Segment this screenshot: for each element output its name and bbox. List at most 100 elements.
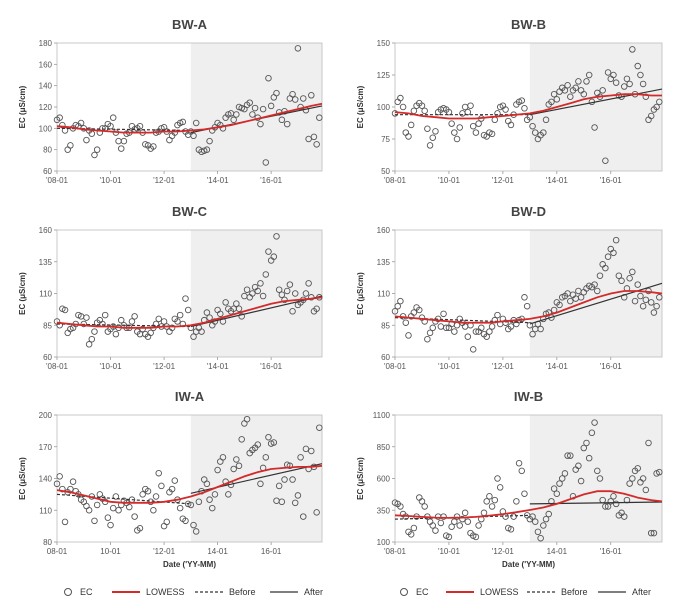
ec-point bbox=[233, 456, 240, 463]
ec-point bbox=[639, 80, 647, 88]
ec-point bbox=[115, 137, 122, 145]
ec-point bbox=[289, 90, 296, 98]
x-tick-label: '16-01 bbox=[600, 176, 623, 185]
ec-point bbox=[629, 46, 636, 53]
ec-point bbox=[302, 290, 310, 297]
x-tick-label: 16-01 bbox=[261, 547, 282, 556]
ec-point bbox=[502, 106, 509, 113]
ec-point bbox=[478, 324, 485, 332]
panel-title: BW-C bbox=[172, 204, 208, 219]
y-tick-label: 350 bbox=[377, 506, 391, 515]
ec-point bbox=[139, 325, 146, 333]
ec-point bbox=[448, 120, 455, 127]
y-tick-label: 60 bbox=[43, 353, 52, 362]
ec-point bbox=[273, 233, 280, 240]
ec-point bbox=[211, 491, 219, 498]
ec-point bbox=[429, 522, 437, 529]
ec-point bbox=[580, 90, 588, 98]
ec-point bbox=[168, 485, 176, 493]
ec-point bbox=[217, 310, 224, 318]
ec-point bbox=[243, 415, 251, 423]
ec-point bbox=[107, 122, 114, 130]
ec-point bbox=[120, 137, 128, 145]
ec-point bbox=[249, 290, 256, 297]
ec-point bbox=[112, 330, 120, 338]
panel-title: BW-B bbox=[511, 17, 546, 32]
ec-point bbox=[313, 305, 320, 312]
legend-ec-marker-2 bbox=[400, 588, 408, 596]
ec-point bbox=[235, 305, 243, 312]
ec-point bbox=[483, 498, 490, 505]
ec-point bbox=[80, 320, 88, 328]
legend-ec: EC bbox=[62, 584, 93, 600]
ec-point bbox=[602, 503, 609, 510]
ec-point bbox=[572, 84, 579, 92]
y-tick-label: 60 bbox=[43, 167, 52, 176]
lowess-line bbox=[394, 93, 662, 120]
ec-point bbox=[192, 528, 200, 535]
y-axis-label: EC (μS/cm) bbox=[356, 85, 365, 128]
ec-point bbox=[437, 323, 445, 330]
panel-iw-a: IW-A 80 110 140 170 200 08-01 10-01 '12-01 14-01 1… bbox=[18, 389, 323, 569]
ec-point bbox=[488, 323, 496, 330]
ec-point bbox=[575, 78, 582, 85]
ec-point bbox=[225, 491, 232, 498]
x-tick-label: '10-01 bbox=[438, 362, 461, 371]
ec-point bbox=[604, 253, 612, 260]
ec-point bbox=[281, 296, 288, 304]
ec-point bbox=[486, 328, 493, 335]
ec-point bbox=[567, 297, 574, 305]
ec-point bbox=[480, 509, 488, 517]
ec-point bbox=[254, 287, 262, 295]
ec-point bbox=[507, 323, 515, 330]
ec-point bbox=[567, 452, 574, 459]
panel-bw-c: BW-C 60 85 110 135 160 '08-01 '10-01 '12-01 '14-0… bbox=[18, 204, 323, 371]
legend-before-line-2 bbox=[527, 591, 555, 593]
ec-point bbox=[461, 509, 469, 517]
ec-point bbox=[222, 299, 229, 306]
ec-point bbox=[397, 297, 404, 305]
legend-ec-2: EC bbox=[398, 584, 429, 600]
ec-point bbox=[139, 491, 146, 498]
ec-point bbox=[291, 290, 299, 297]
x-tick-label: '08-01 bbox=[46, 176, 69, 185]
ec-point bbox=[109, 114, 117, 121]
legend-before-label-2: Before bbox=[561, 587, 588, 597]
ec-point bbox=[461, 323, 469, 330]
ec-point bbox=[577, 477, 585, 485]
ec-point bbox=[275, 482, 283, 490]
ec-point bbox=[451, 328, 458, 335]
legend-before-label: Before bbox=[229, 587, 256, 597]
y-tick-label: 150 bbox=[377, 39, 391, 48]
ec-point bbox=[556, 301, 563, 309]
ec-point bbox=[416, 494, 423, 501]
ec-point bbox=[410, 309, 418, 316]
ec-point bbox=[313, 509, 320, 516]
ec-point bbox=[152, 493, 160, 500]
ec-point bbox=[456, 315, 463, 323]
ec-point bbox=[283, 120, 291, 128]
ec-point bbox=[612, 236, 620, 244]
ec-point bbox=[486, 493, 493, 500]
x-tick-label: '12-01 bbox=[153, 362, 176, 371]
ec-point bbox=[85, 507, 93, 514]
ec-point bbox=[136, 122, 144, 130]
ec-point bbox=[494, 311, 501, 319]
y-tick-label: 50 bbox=[381, 167, 390, 176]
legend-ec-marker bbox=[64, 588, 72, 596]
after-period-shade bbox=[190, 43, 322, 171]
ec-point bbox=[607, 498, 615, 505]
ec-point bbox=[56, 473, 63, 480]
legend-before: Before bbox=[195, 584, 256, 600]
ec-point bbox=[112, 493, 120, 500]
ec-point bbox=[410, 524, 418, 532]
ec-point bbox=[642, 93, 650, 101]
ec-point bbox=[542, 116, 550, 124]
ec-point bbox=[653, 302, 660, 310]
ec-point bbox=[567, 93, 574, 101]
legend: EC LOWESS Before After EC LOWESS Before … bbox=[0, 584, 678, 600]
ec-point bbox=[91, 517, 98, 525]
x-tick-label: '10-01 bbox=[438, 547, 461, 556]
ec-point bbox=[109, 504, 117, 512]
x-tick-label: '12-01 bbox=[153, 547, 176, 556]
